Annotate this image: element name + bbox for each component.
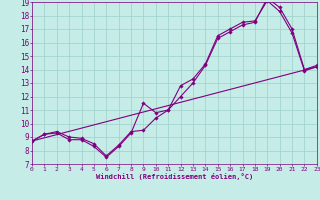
X-axis label: Windchill (Refroidissement éolien,°C): Windchill (Refroidissement éolien,°C): [96, 173, 253, 180]
